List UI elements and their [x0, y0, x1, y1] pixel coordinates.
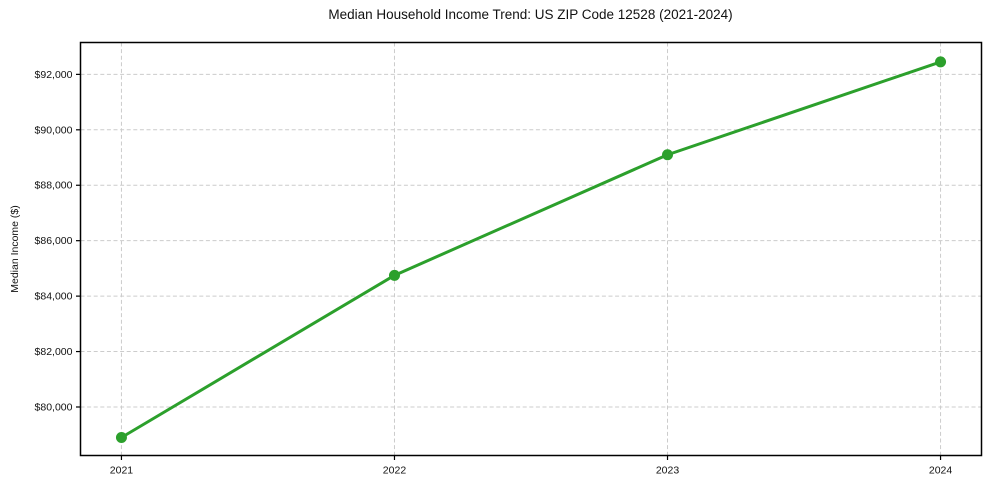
x-tick-label: 2023 — [656, 465, 680, 477]
y-tick-label: $82,000 — [35, 346, 73, 358]
x-tick-label: 2022 — [383, 465, 407, 477]
plot-border — [79, 41, 983, 457]
trend-line — [119, 60, 943, 439]
data-point-marker — [115, 431, 127, 443]
y-tick-label: $80,000 — [35, 401, 73, 413]
y-tick-label: $88,000 — [35, 180, 73, 192]
y-tick-label: $86,000 — [35, 235, 73, 247]
y-tick-label: $84,000 — [35, 291, 73, 303]
data-point-marker — [935, 56, 947, 68]
y-tick-label: $92,000 — [35, 69, 73, 81]
axis-ticks — [76, 73, 942, 460]
x-tick-label: 2024 — [929, 465, 953, 477]
y-tick-label: $90,000 — [35, 124, 73, 136]
data-point-marker — [662, 149, 674, 161]
x-tick-label: 2021 — [110, 465, 134, 477]
grid-lines — [80, 42, 982, 456]
chart-title: Median Household Income Trend: US ZIP Co… — [328, 7, 733, 22]
data-point-marker — [388, 269, 400, 281]
axis-tick-labels: $80,000 $82,000 $84,000 $86,000 $88,000 $90,0… — [35, 69, 953, 477]
